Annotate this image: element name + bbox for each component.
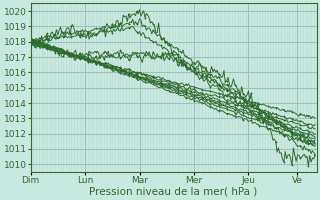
X-axis label: Pression niveau de la mer( hPa ): Pression niveau de la mer( hPa ): [90, 187, 258, 197]
